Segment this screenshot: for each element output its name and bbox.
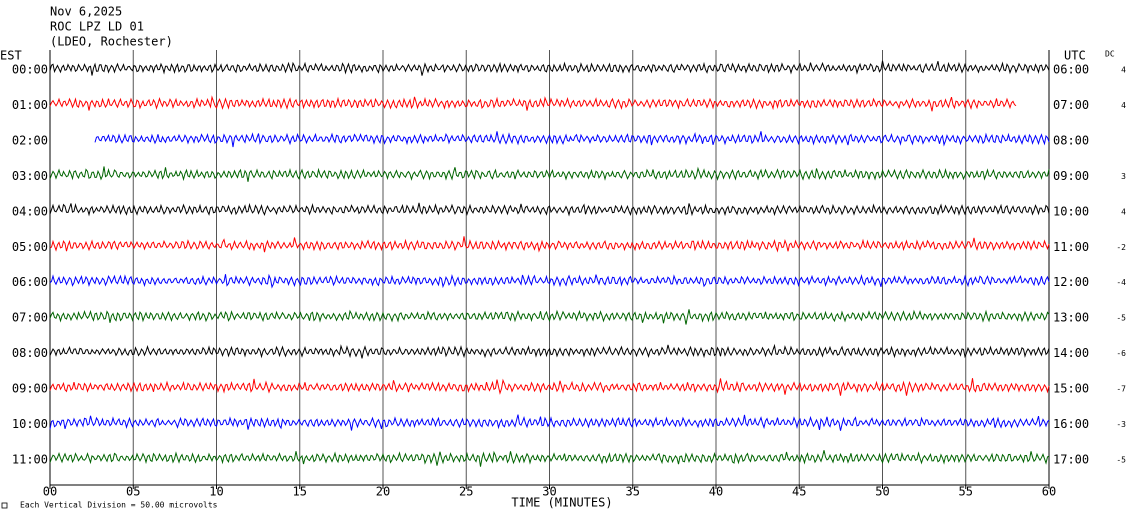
x-tick-label: 25	[459, 485, 473, 499]
utc-label: 14:00	[1053, 346, 1089, 360]
trace	[49, 202, 1050, 217]
est-label: 09:00	[12, 382, 48, 396]
est-label: 10:00	[12, 417, 48, 431]
utc-label: 13:00	[1053, 311, 1089, 325]
utc-label: 17:00	[1053, 453, 1089, 467]
network: (LDEO, Rochester)	[50, 35, 173, 49]
utc-label: 09:00	[1053, 169, 1089, 183]
trace	[49, 414, 1050, 431]
trace	[49, 60, 1050, 76]
dc-label: 4	[1121, 66, 1126, 75]
est-label: 00:00	[12, 63, 48, 77]
dc-label: 3	[1121, 172, 1126, 181]
utc-label: 12:00	[1053, 275, 1089, 289]
trace	[49, 236, 1050, 253]
est-label: 03:00	[12, 169, 48, 183]
trace	[49, 343, 1050, 359]
x-tick-label: 00	[43, 485, 57, 499]
est-label: 04:00	[12, 204, 48, 218]
date: Nov 6,2025	[50, 5, 122, 19]
utc-title: UTC	[1064, 49, 1086, 63]
dc-label: 4	[1121, 207, 1126, 216]
utc-label: 10:00	[1053, 204, 1089, 218]
utc-label: 11:00	[1053, 240, 1089, 254]
trace	[49, 450, 1050, 467]
est-label: 02:00	[12, 133, 48, 147]
trace	[49, 95, 1017, 112]
est-label: 07:00	[12, 311, 48, 325]
dc-label: -6	[1116, 349, 1126, 358]
x-tick-label: 30	[542, 485, 556, 499]
dc-label: -3	[1116, 420, 1126, 429]
x-tick-label: 15	[293, 485, 307, 499]
est-label: 08:00	[12, 346, 48, 360]
dc-label: -4	[1116, 278, 1126, 287]
est-label: 11:00	[12, 453, 48, 467]
x-axis-label: TIME (MINUTES)	[511, 496, 612, 510]
x-tick-label: 20	[376, 485, 390, 499]
station: ROC LPZ LD 01	[50, 20, 144, 34]
x-tick-label: 05	[126, 485, 140, 499]
dc-label: -7	[1116, 385, 1126, 394]
trace	[49, 309, 1050, 325]
utc-label: 16:00	[1053, 417, 1089, 431]
dc-label: -5	[1116, 456, 1126, 465]
est-label: 01:00	[12, 98, 48, 112]
est-label: 06:00	[12, 275, 48, 289]
trace	[49, 273, 1050, 289]
utc-label: 15:00	[1053, 382, 1089, 396]
dc-label: -5	[1116, 314, 1126, 323]
trace	[94, 131, 1050, 148]
dc-label: 4	[1121, 101, 1126, 110]
dc-title: DC	[1105, 50, 1115, 59]
utc-label: 08:00	[1053, 133, 1089, 147]
x-tick-label: 60	[1042, 485, 1056, 499]
dc-label: -2	[1116, 243, 1126, 252]
icon	[1, 502, 8, 509]
x-tick-label: 40	[709, 485, 723, 499]
trace	[49, 166, 1050, 182]
x-tick-label: 35	[626, 485, 640, 499]
x-tick-label: 45	[792, 485, 806, 499]
x-tick-label: 50	[875, 485, 889, 499]
utc-label: 06:00	[1053, 63, 1089, 77]
utc-label: 07:00	[1053, 98, 1089, 112]
x-tick-label: 10	[209, 485, 223, 499]
est-label: 05:00	[12, 240, 48, 254]
trace	[49, 378, 1050, 396]
x-tick-label: 55	[959, 485, 973, 499]
footer: Each Vertical Division = 50.00 microvolt…	[20, 501, 218, 510]
est-title: EST	[0, 49, 22, 63]
